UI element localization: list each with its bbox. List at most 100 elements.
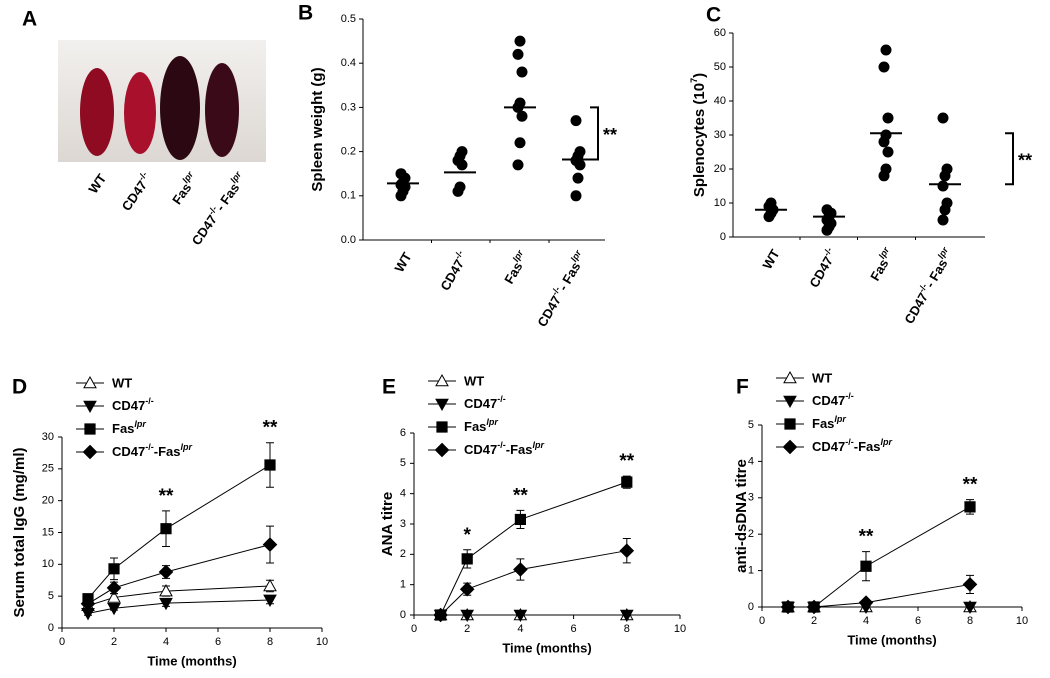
significance-label: ** [263, 418, 278, 439]
marker [159, 597, 173, 611]
legend-marker [434, 442, 450, 458]
legend-label-part: lpr [180, 442, 192, 452]
data-point [512, 159, 524, 171]
y-tick-label: 40 [714, 95, 726, 107]
marker [159, 584, 173, 597]
data-point [570, 115, 582, 127]
y-tick-label: 5 [748, 419, 754, 431]
data-point [880, 163, 892, 175]
legend-marker [435, 373, 449, 387]
legend-label: CD47-/- [812, 391, 854, 408]
legend-marker [83, 400, 97, 414]
significance-label: ** [159, 486, 174, 507]
marker [106, 580, 122, 596]
marker [514, 513, 526, 526]
y-tick-label: 0.2 [341, 146, 356, 158]
data-point [821, 204, 833, 216]
legend-label-part: -/- [497, 440, 506, 450]
legend-marker [436, 421, 448, 433]
legend-label: Faslpr [812, 414, 846, 431]
legend-label-part: CD47 [112, 398, 145, 413]
y-tick-label: 30 [714, 129, 726, 141]
legend-label: WT [112, 375, 132, 390]
sample-label: WT [85, 171, 109, 196]
legend-label: WT [464, 373, 484, 388]
y-tick-label: 20 [714, 163, 726, 175]
y-tick-label: 2 [748, 528, 754, 540]
x-tick-label: WT [759, 247, 782, 272]
legend-marker [82, 444, 98, 460]
marker [433, 607, 448, 623]
marker [806, 599, 822, 615]
legend-label-part: -/- [845, 391, 854, 401]
y-tick-label: 6 [400, 427, 406, 439]
x-tick-label-part: CD47 [902, 290, 932, 326]
x-tick-label: 8 [624, 623, 630, 635]
y-axis-label-part: Splenocytes (10 [691, 83, 708, 197]
legend-label-part: -Fas [854, 439, 881, 454]
x-tick-label: CD47-/-- Faslpr [900, 245, 957, 326]
series-line [87, 544, 271, 605]
marker [108, 563, 120, 575]
significance-label: ** [513, 485, 528, 506]
marker [619, 609, 634, 623]
y-tick-label: 15 [42, 526, 54, 538]
y-axis-label: Spleen weight (g) [309, 67, 326, 191]
significance-bracket [1005, 132, 1014, 186]
series-line [440, 481, 627, 616]
data-point [516, 110, 528, 122]
x-tick-label: 2 [464, 623, 470, 635]
panel-letter: C [706, 4, 721, 27]
x-tick-label-part: CD47 [438, 257, 468, 293]
marker [461, 553, 473, 565]
x-tick-label: CD47-/- [805, 246, 841, 291]
legend-marker [782, 439, 798, 455]
significance-label: ** [859, 527, 874, 548]
marker [619, 543, 635, 559]
legend-label-part: CD47 [112, 444, 145, 459]
legend-label: Faslpr [112, 419, 146, 436]
legend-label-part: CD47 [464, 442, 497, 457]
x-tick-label: 6 [915, 615, 921, 627]
legend-label-part: -Fas [154, 444, 181, 459]
y-tick-label: 0 [720, 231, 726, 243]
significance-bracket [590, 106, 599, 161]
data-point [514, 35, 526, 47]
marker [860, 560, 872, 572]
sample-label-part: Fas [170, 181, 195, 208]
legend-label-part: Fas [112, 421, 134, 436]
data-point [937, 214, 949, 226]
legend-label: CD47-/--Faslpr [812, 437, 892, 454]
series-line [788, 506, 971, 608]
y-tick-label: 0.1 [341, 190, 356, 202]
y-tick-label: 0.3 [341, 101, 356, 113]
y-tick-label: 10 [714, 197, 726, 209]
data-point [878, 61, 890, 73]
x-tick-label: 4 [863, 615, 869, 627]
data-point [514, 97, 526, 109]
sample-label: CD47-/-- Faslpr [187, 170, 249, 249]
data-point [572, 172, 584, 184]
legend-label: CD47-/- [464, 394, 506, 411]
legend-label-part: lpr [834, 414, 846, 424]
legend-label-part: -/- [145, 396, 154, 406]
spleen [160, 56, 200, 160]
legend-label-part: Fas [464, 419, 486, 434]
x-tick-label: CD47-/-- Faslpr [533, 248, 590, 329]
spleen [80, 68, 114, 156]
legend-label-part: CD47 [812, 393, 845, 408]
legend-label-part: -Fas [506, 442, 533, 457]
data-point [512, 48, 524, 60]
sample-label-part: CD47 [119, 178, 150, 214]
x-tick-label: 10 [1016, 615, 1028, 627]
y-axis-label-part: ) [691, 73, 708, 78]
y-tick-label: 5 [400, 457, 406, 469]
legend-label-part: -/- [497, 394, 506, 404]
legend-label-part: Fas [812, 416, 834, 431]
spleen [205, 63, 239, 157]
sample-label: Faslpr [168, 170, 202, 208]
data-point [882, 112, 894, 124]
legend-label: WT [812, 370, 832, 385]
y-tick-label: 0.0 [341, 234, 356, 246]
marker [962, 577, 978, 592]
